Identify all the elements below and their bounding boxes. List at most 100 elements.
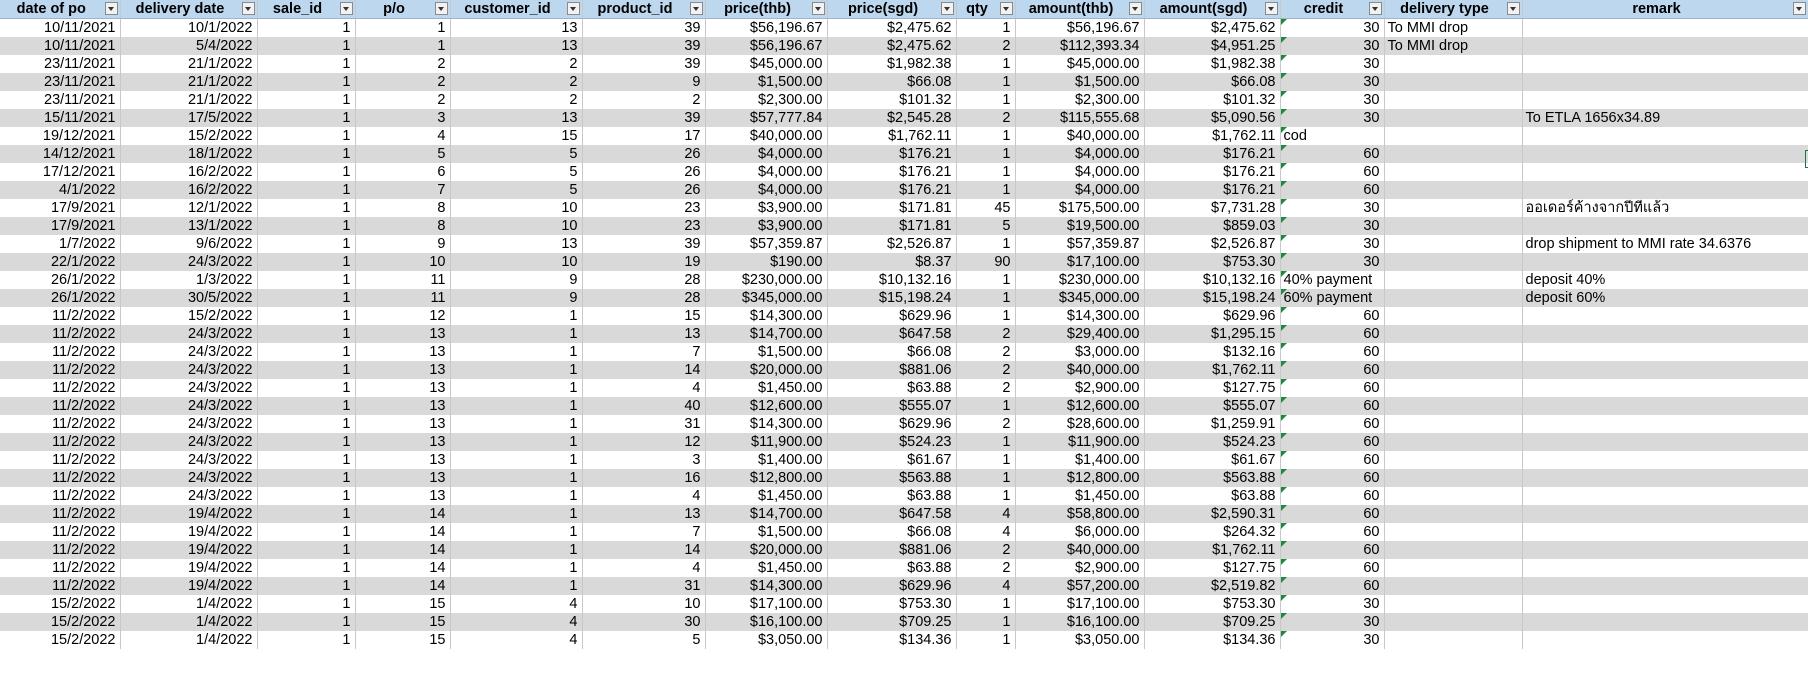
- table-cell[interactable]: 1: [257, 163, 356, 181]
- table-cell[interactable]: $115,555.68: [1015, 109, 1145, 127]
- table-cell[interactable]: $14,700.00: [705, 325, 828, 343]
- table-cell[interactable]: 19/12/2021: [0, 127, 121, 145]
- table-cell[interactable]: $10,132.16: [827, 271, 957, 289]
- table-cell[interactable]: 40% payment: [1280, 271, 1385, 289]
- table-cell[interactable]: 13: [355, 451, 451, 469]
- table-cell[interactable]: 26/1/2022: [0, 289, 121, 307]
- table-cell[interactable]: deposit 40%: [1522, 271, 1808, 289]
- table-cell[interactable]: [1522, 325, 1808, 343]
- table-cell[interactable]: [1522, 253, 1808, 271]
- table-cell[interactable]: $563.88: [827, 469, 957, 487]
- table-cell[interactable]: $40,000.00: [1015, 361, 1145, 379]
- table-cell[interactable]: 1: [450, 523, 583, 541]
- table-cell[interactable]: $647.58: [827, 325, 957, 343]
- table-cell[interactable]: 10: [450, 217, 583, 235]
- table-cell[interactable]: [1384, 505, 1523, 523]
- table-cell[interactable]: 11/2/2022: [0, 361, 121, 379]
- table-cell[interactable]: 60: [1280, 487, 1385, 505]
- table-cell[interactable]: [1384, 271, 1523, 289]
- table-cell[interactable]: [1522, 217, 1808, 235]
- table-cell[interactable]: 30: [1280, 631, 1385, 649]
- table-cell[interactable]: 60: [1280, 379, 1385, 397]
- column-header[interactable]: qty: [956, 0, 1016, 19]
- table-cell[interactable]: 30: [1280, 91, 1385, 109]
- table-cell[interactable]: 2: [355, 73, 451, 91]
- table-cell[interactable]: $7,731.28: [1144, 199, 1281, 217]
- table-cell[interactable]: [1384, 541, 1523, 559]
- table-cell[interactable]: 12: [355, 307, 451, 325]
- table-cell[interactable]: 23: [582, 199, 706, 217]
- table-cell[interactable]: $1,450.00: [705, 379, 828, 397]
- table-cell[interactable]: 11/2/2022: [0, 307, 121, 325]
- table-cell[interactable]: 23/11/2021: [0, 73, 121, 91]
- table-cell[interactable]: [1522, 397, 1808, 415]
- table-cell[interactable]: 19/4/2022: [120, 577, 258, 595]
- table-cell[interactable]: $12,800.00: [705, 469, 828, 487]
- table-cell[interactable]: [1522, 559, 1808, 577]
- filter-dropdown-icon[interactable]: [999, 2, 1013, 15]
- table-cell[interactable]: 30: [1280, 199, 1385, 217]
- table-cell[interactable]: 1: [956, 469, 1016, 487]
- table-cell[interactable]: 1: [450, 487, 583, 505]
- table-cell[interactable]: 30: [1280, 613, 1385, 631]
- table-cell[interactable]: [1522, 307, 1808, 325]
- table-cell[interactable]: 39: [582, 37, 706, 55]
- table-cell[interactable]: 10: [450, 253, 583, 271]
- table-cell[interactable]: 4: [956, 505, 1016, 523]
- table-cell[interactable]: 1: [956, 595, 1016, 613]
- table-cell[interactable]: drop shipment to MMI rate 34.6376: [1522, 235, 1808, 253]
- table-cell[interactable]: $2,475.62: [827, 18, 957, 37]
- table-cell[interactable]: 10: [582, 595, 706, 613]
- table-cell[interactable]: $175,500.00: [1015, 199, 1145, 217]
- table-cell[interactable]: [1384, 397, 1523, 415]
- table-cell[interactable]: 11/2/2022: [0, 451, 121, 469]
- table-cell[interactable]: 28: [582, 289, 706, 307]
- table-cell[interactable]: 4: [582, 379, 706, 397]
- table-cell[interactable]: $2,519.82: [1144, 577, 1281, 595]
- table-cell[interactable]: $1,500.00: [705, 343, 828, 361]
- table-cell[interactable]: 1: [450, 361, 583, 379]
- table-cell[interactable]: $3,050.00: [705, 631, 828, 649]
- table-cell[interactable]: 16: [582, 469, 706, 487]
- table-cell[interactable]: $4,000.00: [1015, 145, 1145, 163]
- table-cell[interactable]: 11/2/2022: [0, 433, 121, 451]
- table-cell[interactable]: 1: [257, 595, 356, 613]
- table-cell[interactable]: [1384, 523, 1523, 541]
- table-cell[interactable]: $66.08: [827, 73, 957, 91]
- table-cell[interactable]: $1,762.11: [1144, 361, 1281, 379]
- table-cell[interactable]: 1: [257, 397, 356, 415]
- table-cell[interactable]: 1: [956, 163, 1016, 181]
- table-cell[interactable]: $40,000.00: [705, 127, 828, 145]
- table-cell[interactable]: 1: [450, 433, 583, 451]
- table-cell[interactable]: 19: [582, 253, 706, 271]
- table-cell[interactable]: 39: [582, 18, 706, 37]
- table-cell[interactable]: 5: [956, 217, 1016, 235]
- table-cell[interactable]: 60: [1280, 505, 1385, 523]
- table-cell[interactable]: 28: [582, 271, 706, 289]
- table-cell[interactable]: 13/1/2022: [120, 217, 258, 235]
- table-cell[interactable]: 7: [582, 523, 706, 541]
- table-cell[interactable]: [1522, 523, 1808, 541]
- table-cell[interactable]: [1384, 325, 1523, 343]
- table-cell[interactable]: $171.81: [827, 217, 957, 235]
- table-cell[interactable]: 1: [956, 235, 1016, 253]
- table-cell[interactable]: $3,000.00: [1015, 343, 1145, 361]
- table-cell[interactable]: 11/2/2022: [0, 415, 121, 433]
- filter-dropdown-icon[interactable]: [1264, 2, 1278, 15]
- table-cell[interactable]: $14,700.00: [705, 505, 828, 523]
- table-cell[interactable]: $61.67: [827, 451, 957, 469]
- table-cell[interactable]: [1522, 127, 1808, 145]
- column-header[interactable]: date of po: [0, 0, 121, 19]
- table-cell[interactable]: $20,000.00: [705, 361, 828, 379]
- table-cell[interactable]: 1: [257, 91, 356, 109]
- table-cell[interactable]: 1: [956, 127, 1016, 145]
- table-cell[interactable]: 39: [582, 55, 706, 73]
- table-cell[interactable]: [1522, 37, 1808, 55]
- table-cell[interactable]: 1: [257, 523, 356, 541]
- table-cell[interactable]: 13: [355, 433, 451, 451]
- table-cell[interactable]: [1522, 631, 1808, 649]
- table-cell[interactable]: 30: [1280, 73, 1385, 91]
- table-cell[interactable]: $176.21: [1144, 145, 1281, 163]
- table-cell[interactable]: 1: [956, 613, 1016, 631]
- table-cell[interactable]: $17,100.00: [1015, 595, 1145, 613]
